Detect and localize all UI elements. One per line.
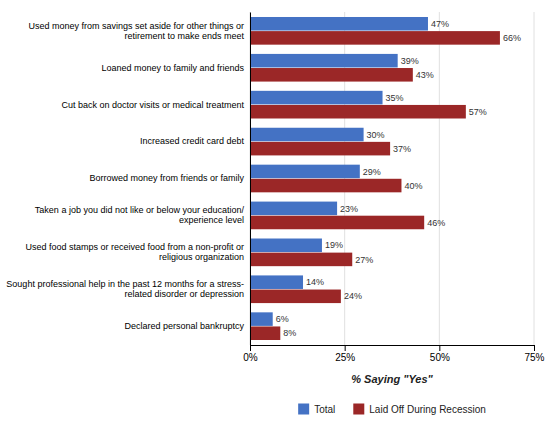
data-label: 66%: [503, 33, 521, 43]
tick: Taken a job you did not like or below yo…: [35, 205, 250, 225]
bar: [250, 91, 383, 105]
legend-item: Total: [298, 404, 335, 415]
data-label: 6%: [276, 314, 289, 324]
tick-label: 0%: [243, 352, 258, 363]
bar: [250, 275, 303, 289]
tick-label: Used food stamps or received food from a…: [25, 242, 244, 262]
grid: [250, 12, 534, 345]
bar: [250, 216, 424, 230]
axis-line: [250, 13, 251, 346]
legend-swatch: [298, 404, 309, 415]
bar: [250, 54, 398, 68]
tick: 0%: [243, 345, 258, 363]
axis-line: [251, 346, 535, 352]
tick: Used money from savings set aside for ot…: [28, 21, 250, 41]
grid-line: [250, 12, 251, 345]
tick: Declared personal bankruptcy: [124, 321, 250, 331]
legend-item: Laid Off During Recession: [353, 404, 486, 415]
data-label: 29%: [363, 167, 381, 177]
bar: [250, 202, 337, 216]
data-label: 47%: [431, 19, 449, 29]
data-label: 46%: [427, 218, 445, 228]
bar: [250, 17, 428, 31]
tick-label: Borrowed money from friends or family: [89, 173, 244, 183]
tick-label: Increased credit card debt: [140, 136, 245, 146]
bar-series: [250, 31, 500, 340]
plot: 47% 39% 35% 30% 29% 23% 19% 14% 6% 66% 43% 57% 37% 40…: [6, 12, 544, 385]
chart: 47% 39% 35% 30% 29% 23% 19% 14% 6% 66% 43% 57% 37% 40…: [0, 0, 560, 425]
tick: Cut back on doctor visits or medical tre…: [61, 100, 250, 110]
data-label: 43%: [416, 70, 434, 80]
data-labels: 47% 39% 35% 30% 29% 23% 19% 14% 6% 66% 43% 57% 37% 40…: [276, 19, 521, 338]
legend-label: Total: [314, 404, 335, 415]
tick: Borrowed money from friends or family: [89, 173, 250, 183]
bar-series: [250, 17, 428, 326]
grid-line: [534, 12, 535, 345]
tick-label: Sought professional help in the past 12 …: [6, 279, 244, 299]
tick-label: Loaned money to family and friends: [101, 63, 244, 73]
bar: [250, 105, 466, 119]
tick-mark: [250, 345, 251, 351]
legend: Total Laid Off During Recession: [298, 404, 486, 415]
data-label: 27%: [355, 255, 373, 265]
data-label: 23%: [340, 204, 358, 214]
legend-swatch: [353, 404, 364, 415]
bar: [250, 239, 322, 253]
bar: [250, 165, 360, 179]
bar: [250, 326, 280, 340]
tick-label: Cut back on doctor visits or medical tre…: [61, 100, 244, 110]
data-label-series: 66% 43% 57% 37% 40% 46% 27% 24% 8%: [283, 33, 521, 338]
bar: [250, 68, 413, 82]
data-label: 57%: [469, 107, 487, 117]
data-label: 39%: [401, 56, 419, 66]
bar: [250, 253, 352, 267]
chart-container: 47% 39% 35% 30% 29% 23% 19% 14% 6% 66% 43% 57% 37% 40…: [0, 0, 560, 425]
tick-mark: [534, 345, 535, 351]
tick: 25%: [335, 345, 355, 363]
tick-mark: [345, 345, 346, 351]
tick-label: Taken a job you did not like or below yo…: [35, 205, 245, 225]
bars: [250, 17, 500, 340]
bar: [250, 31, 500, 45]
data-label: 35%: [386, 93, 404, 103]
x-axis-title: % Saying "Yes": [351, 373, 433, 385]
tick: Loaned money to family and friends: [101, 63, 250, 73]
data-label: 40%: [404, 181, 422, 191]
tick-mark: [439, 345, 440, 351]
tick: Sought professional help in the past 12 …: [6, 279, 250, 299]
x-axis: 0% 25% 50% 75%: [243, 345, 544, 363]
bar: [250, 312, 273, 326]
tick: 50%: [430, 345, 450, 363]
data-label: 8%: [283, 328, 296, 338]
data-label-series: 47% 39% 35% 30% 29% 23% 19% 14% 6%: [276, 19, 449, 324]
bar: [250, 290, 341, 304]
tick-label: 50%: [430, 352, 450, 363]
data-label: 37%: [393, 144, 411, 154]
data-label: 30%: [367, 130, 385, 140]
bar: [250, 142, 390, 156]
tick-label: 75%: [524, 352, 544, 363]
legend-label: Laid Off During Recession: [369, 404, 486, 415]
y-axis: Used money from savings set aside for ot…: [6, 13, 250, 346]
bar: [250, 128, 364, 142]
bar: [250, 179, 401, 193]
data-label: 19%: [325, 240, 343, 250]
tick-label: Declared personal bankruptcy: [124, 321, 244, 331]
data-label: 24%: [344, 291, 362, 301]
tick: 75%: [524, 345, 544, 363]
tick: Increased credit card debt: [140, 136, 250, 146]
grid-line: [439, 12, 440, 345]
data-label: 14%: [306, 277, 324, 287]
tick: Used food stamps or received food from a…: [25, 242, 250, 262]
tick-label: Used money from savings set aside for ot…: [28, 21, 244, 41]
tick-label: 25%: [335, 352, 355, 363]
